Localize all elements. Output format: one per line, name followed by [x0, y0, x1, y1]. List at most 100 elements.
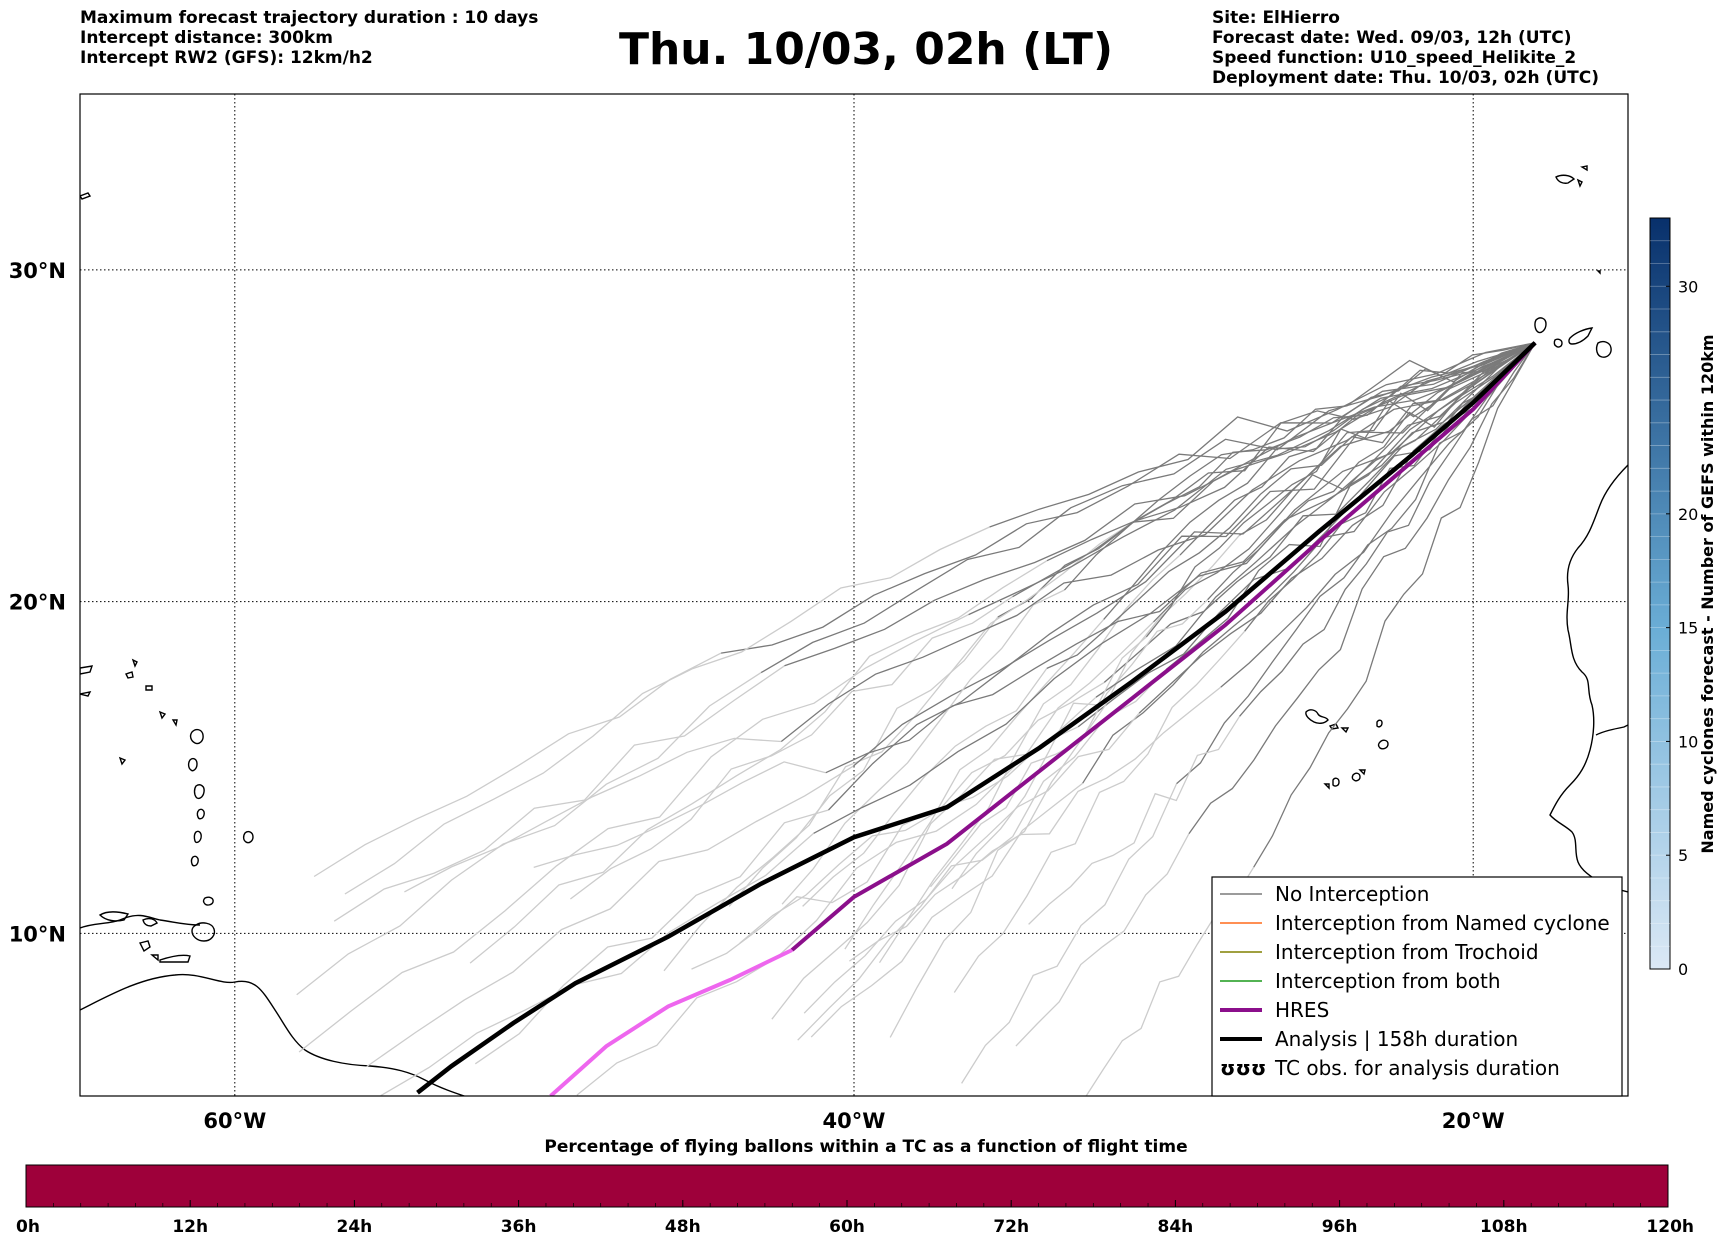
page-title: Thu. 10/03, 02h (LT) — [618, 24, 1114, 75]
cape-verde-islands — [1376, 719, 1383, 728]
lesser-antilles-island — [193, 830, 202, 844]
ensemble-trajectory — [1082, 342, 1536, 784]
analysis-trajectory — [416, 341, 1537, 1095]
lesser-antilles-island — [190, 855, 199, 867]
intercept-distance-text: Intercept distance: 300km — [80, 28, 333, 48]
caribbean-small-islands — [98, 911, 158, 927]
legend-box — [1211, 876, 1623, 1097]
bottom-bar-title: Percentage of flying ballons within a TC… — [544, 1137, 1187, 1157]
ensemble-trajectory-late — [344, 526, 990, 895]
ensemble-trajectory-late — [803, 712, 1140, 1014]
canary-islands — [1553, 338, 1563, 348]
hres-trajectory-late — [549, 948, 793, 1096]
colorbar-tick-label: 10 — [1678, 732, 1698, 751]
ensemble-trajectory — [1046, 342, 1536, 669]
ensemble-trajectory — [1253, 342, 1536, 868]
ensemble-trajectory — [1012, 342, 1536, 598]
ensemble-trajectory-late — [953, 630, 1246, 993]
lesser-antilles-island — [187, 757, 198, 772]
lon-tick-label: 20°W — [1442, 1109, 1505, 1133]
intercept-rw2-text: Intercept RW2 (GFS): 12km/h2 — [80, 48, 373, 68]
ensemble-trajectory-late — [889, 534, 1240, 1038]
ensemble-trajectory — [1176, 342, 1536, 785]
flight-time-tick-label: 0h — [16, 1217, 40, 1237]
ensemble-trajectory-late — [474, 809, 829, 1065]
flight-time-tick-label: 60h — [829, 1217, 865, 1237]
ensemble-trajectory-late — [366, 765, 854, 1068]
cape-verde-islands — [1358, 769, 1366, 776]
ensemble-trajectory — [825, 342, 1536, 774]
lat-tick-label: 10°N — [9, 922, 66, 946]
colorbar-label: Named cyclones forecast - Number of GEFS… — [1698, 334, 1717, 853]
ensemble-trajectory-late — [333, 665, 785, 922]
madeira-island — [1555, 165, 1588, 188]
caribbean-small-islands — [118, 685, 178, 766]
max-duration-text: Maximum forecast trajectory duration : 1… — [80, 8, 539, 28]
legend-label: TC obs. for analysis duration — [1274, 1056, 1560, 1080]
lesser-antilles-island — [189, 728, 204, 745]
axis-tick-labels: 60°W 40°W 20°W 30°N 20°N 10°N — [9, 259, 1505, 1133]
ensemble-trajectory-late — [878, 554, 1181, 964]
ensemble-trajectory-late — [951, 636, 1147, 890]
colorbar-ticks: 0 5 10 15 20 30 — [1666, 277, 1698, 979]
colorbar-tick-label: 15 — [1678, 619, 1698, 638]
lon-tick-label: 60°W — [203, 1109, 266, 1133]
canary-islands — [1568, 327, 1594, 345]
ensemble-trajectory — [1188, 342, 1536, 834]
colorbar-gradient — [1649, 217, 1671, 970]
ensemble-trajectory — [760, 342, 1536, 674]
ensemble-trajectory — [1145, 342, 1536, 638]
ensemble-trajectory-late — [404, 737, 782, 893]
ensemble-trajectory-late — [298, 614, 969, 1053]
coastlines — [80, 165, 1628, 1096]
ensemble-trajectory-late — [691, 726, 1079, 970]
site-text: Site: ElHierro — [1212, 8, 1340, 28]
lat-tick-label: 20°N — [9, 591, 66, 615]
ensemble-trajectory-late — [313, 652, 722, 878]
canary-islands — [1595, 340, 1612, 358]
speed-function-text: Speed function: U10_speed_Helikite_2 — [1212, 48, 1577, 68]
ensemble-trajectory-late — [844, 618, 1105, 950]
cape-verde-islands — [1351, 772, 1361, 782]
cape-verde-islands — [1377, 739, 1389, 750]
hres-trajectory — [790, 341, 1537, 952]
ensemble-trajectory-late — [849, 686, 1222, 962]
lon-tick-label: 40°W — [823, 1109, 886, 1133]
legend: No Interception Interception from Named c… — [1211, 876, 1623, 1097]
ensemble-trajectory-late — [469, 560, 1048, 964]
ensemble-trajectory-late — [781, 589, 1065, 905]
cape-verde-islands — [1323, 777, 1340, 790]
legend-label: HRES — [1275, 998, 1329, 1022]
lesser-antilles-island — [242, 830, 254, 844]
ensemble-trajectory-late — [771, 621, 1154, 1020]
africa-coast — [1549, 464, 1628, 893]
cape-verde-islands — [1305, 709, 1329, 725]
ensemble-trajectory-late — [1015, 833, 1190, 1047]
ensemble-trajectory-late — [570, 596, 1013, 900]
caribbean-small-islands — [138, 940, 191, 963]
canary-islands — [1534, 317, 1547, 334]
venezuela-coast — [80, 914, 201, 929]
legend-label: Interception from Trochoid — [1275, 940, 1539, 964]
header-right-info: Site: ElHierro Forecast date: Wed. 09/03… — [1212, 8, 1599, 88]
map-frame — [79, 93, 1629, 1097]
flight-time-tick-label: 84h — [1158, 1217, 1194, 1237]
flight-time-tick-label: 108h — [1480, 1217, 1528, 1237]
deployment-date-text: Deployment date: Thu. 10/03, 02h (UTC) — [1212, 68, 1599, 88]
flight-time-tick-label: 120h — [1646, 1217, 1694, 1237]
ensemble-trajectory-late — [380, 832, 815, 1096]
ensemble-trajectory-late — [739, 681, 1105, 944]
ensemble-trajectory — [1095, 342, 1536, 698]
lesser-antilles-island — [196, 808, 205, 820]
small-islet — [80, 192, 92, 200]
ensemble-trajectory — [780, 342, 1536, 743]
lat-tick-label: 30°N — [9, 259, 66, 283]
ensemble-trajectory-late — [533, 761, 826, 869]
colorbar-tick-label: 30 — [1678, 277, 1698, 296]
ensemble-trajectory — [989, 342, 1536, 528]
south-america-coast — [80, 973, 467, 1096]
ensemble-trajectory — [813, 342, 1536, 834]
colorbar-tick-label: 0 — [1678, 960, 1688, 979]
tobago-island — [202, 896, 214, 906]
